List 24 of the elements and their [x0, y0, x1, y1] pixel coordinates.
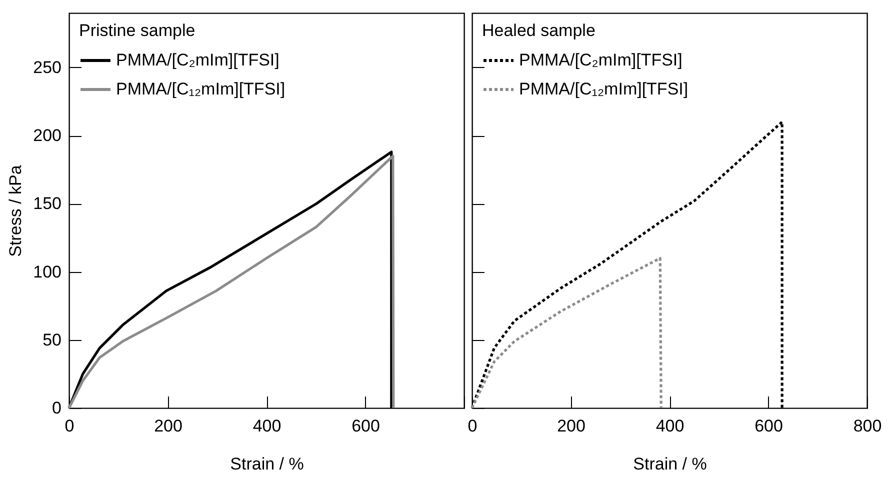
- x-tick-label: 0: [64, 416, 74, 436]
- legend-label: PMMA/[C₂mIm][TFSI]: [519, 50, 682, 70]
- x-tick-label: 600: [352, 416, 380, 436]
- x-axis-title: Strain / %: [633, 454, 707, 474]
- x-tick-label: 400: [252, 416, 282, 436]
- y-axis-title: Stress / kPa: [6, 164, 26, 257]
- y-tick-label: 250: [33, 58, 62, 77]
- x-tick-label: 800: [853, 416, 882, 436]
- x-tick-label: 600: [754, 416, 783, 436]
- legend-label: PMMA/[C₁₂mIm][TFSI]: [519, 80, 688, 98]
- y-tick-label: 150: [33, 194, 62, 214]
- legend-title: Healed sample: [482, 21, 596, 40]
- x-tick-label: 200: [557, 416, 586, 436]
- x-tick-label: 0: [468, 416, 478, 436]
- y-tick-label: 200: [33, 126, 62, 146]
- legend-label: PMMA/[C₂mIm][TFSI]: [116, 50, 280, 70]
- y-tick-label: 100: [33, 262, 62, 282]
- legend-title: Pristine sample: [79, 21, 196, 40]
- legend-label: PMMA/[C₁₂mIm][TFSI]: [116, 80, 286, 98]
- x-tick-label: 200: [154, 416, 182, 436]
- y-tick-label: 50: [42, 330, 62, 350]
- x-axis-title: Strain / %: [230, 454, 304, 474]
- y-tick-label: 0: [52, 398, 62, 418]
- x-tick-label: 400: [656, 416, 684, 436]
